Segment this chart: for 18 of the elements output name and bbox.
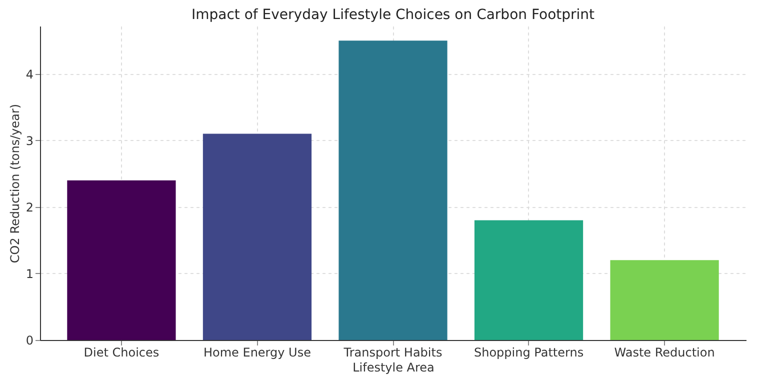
bar: [338, 40, 448, 340]
x-tick-label: Shopping Patterns: [474, 346, 584, 360]
y-tick-label: 1: [26, 266, 34, 281]
x-tick-label: Waste Reduction: [614, 346, 715, 360]
y-axis-title: CO2 Reduction (tons/year): [8, 104, 22, 264]
x-tick-label: Home Energy Use: [203, 346, 311, 360]
bar: [202, 134, 312, 340]
x-axis-title: Lifestyle Area: [352, 360, 434, 374]
y-tick-label: 0: [26, 334, 34, 348]
y-tick-label: 2: [26, 200, 34, 214]
y-tick-label: 3: [26, 134, 34, 148]
chart-title: Impact of Everyday Lifestyle Choices on Carbon Footprint: [191, 7, 596, 23]
bar: [610, 260, 719, 340]
y-tick-label: 4: [26, 67, 34, 82]
bar: [474, 220, 584, 340]
x-tick-label: Transport Habits: [342, 346, 442, 360]
x-tick-label: Diet Choices: [84, 346, 160, 360]
bar: [67, 180, 176, 340]
